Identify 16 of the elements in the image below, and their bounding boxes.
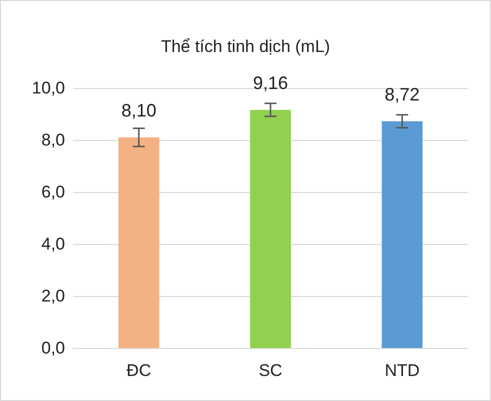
y-tick-label: 4,0 <box>41 234 65 254</box>
y-tick-label: 0,0 <box>41 338 65 358</box>
data-label: 8,72 <box>384 84 420 104</box>
x-tick-label: SC <box>258 361 282 380</box>
y-tick-label: 10,0 <box>32 78 65 98</box>
bar <box>118 137 160 348</box>
chart-title: Thể tích tinh dịch (mL) <box>160 37 330 56</box>
bar <box>382 121 423 348</box>
y-tick-label: 6,0 <box>41 182 65 202</box>
y-tick-label: 2,0 <box>41 286 65 306</box>
data-label: 8,10 <box>121 100 156 120</box>
data-label: 9,16 <box>252 72 288 93</box>
x-tick-label: ĐC <box>126 361 152 380</box>
bar <box>250 110 291 348</box>
y-tick-label: 8,0 <box>41 130 65 150</box>
x-tick-label: NTD <box>384 361 420 380</box>
